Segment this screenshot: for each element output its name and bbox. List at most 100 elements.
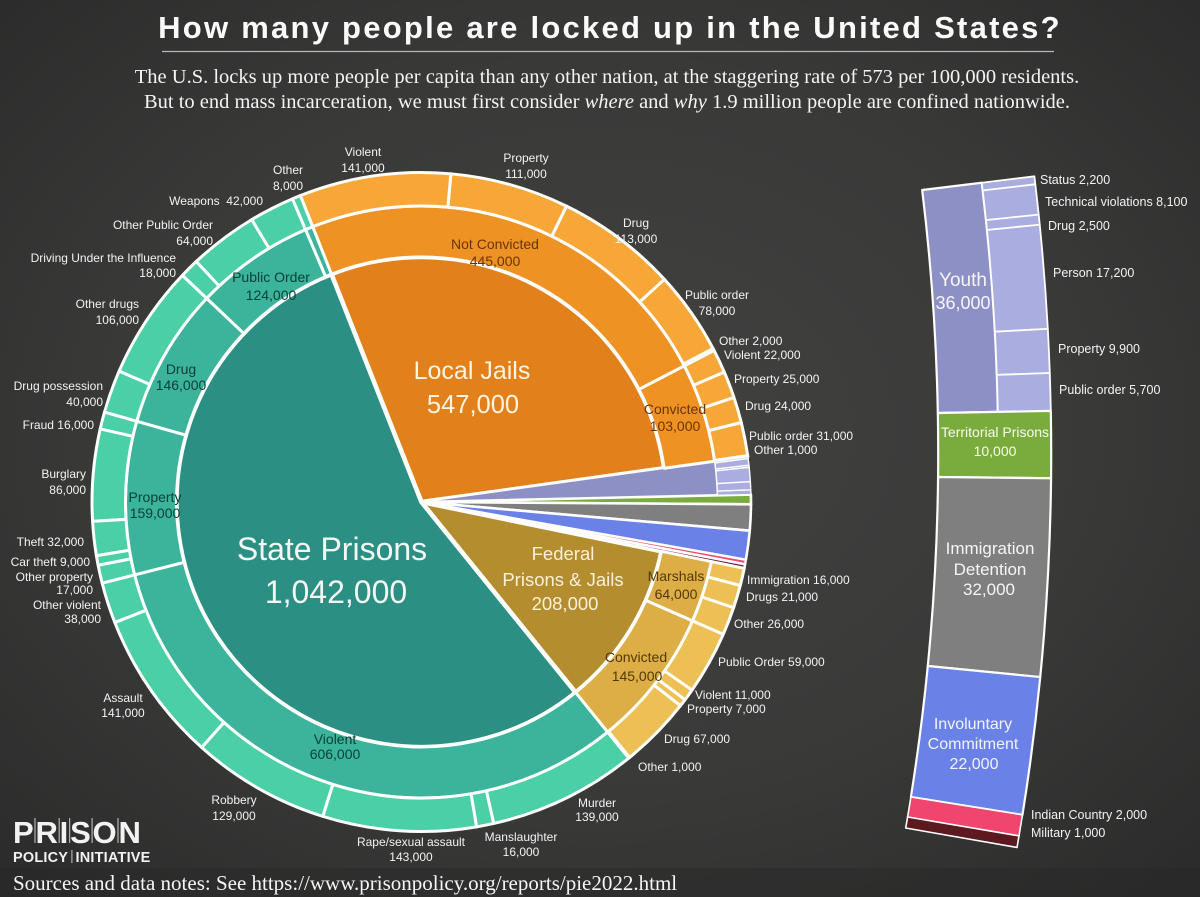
svg-text:16,000: 16,000 (503, 845, 540, 859)
svg-text:18,000: 18,000 (139, 266, 176, 280)
svg-text:Other property: Other property (16, 570, 93, 584)
svg-text:Robbery: Robbery (211, 793, 256, 807)
svg-text:Fraud 16,000: Fraud 16,000 (23, 418, 95, 432)
svg-text:Drug 2,500: Drug 2,500 (1048, 219, 1110, 233)
svg-text:Sources and data notes: See ht: Sources and data notes: See https://www.… (13, 871, 677, 895)
svg-text:State Prisons: State Prisons (237, 531, 427, 567)
svg-text:Manslaughter: Manslaughter (485, 830, 558, 844)
svg-text:Weapons 42,000: Weapons 42,000 (169, 194, 263, 208)
svg-text:Assault: Assault (103, 691, 143, 705)
svg-text:36,000: 36,000 (935, 293, 990, 313)
svg-text:Violent: Violent (314, 731, 357, 747)
svg-text:Public order 5,700: Public order 5,700 (1059, 383, 1161, 397)
svg-text:Military 1,000: Military 1,000 (1031, 826, 1105, 840)
svg-text:Convicted: Convicted (605, 649, 667, 665)
svg-text:Marshals: Marshals (648, 568, 705, 584)
svg-text:The U.S. locks up more people: The U.S. locks up more people per capita… (135, 66, 1079, 88)
svg-text:Commitment: Commitment (928, 736, 1019, 753)
svg-text:INITIATIVE: INITIATIVE (76, 850, 151, 866)
svg-text:64,000: 64,000 (655, 586, 698, 602)
svg-text:Status 2,200: Status 2,200 (1040, 173, 1110, 187)
svg-text:159,000: 159,000 (130, 505, 181, 521)
svg-text:445,000: 445,000 (470, 253, 521, 269)
svg-text:Other Public Order: Other Public Order (113, 218, 213, 232)
svg-text:103,000: 103,000 (650, 418, 701, 434)
svg-text:Indian Country 2,000: Indian Country 2,000 (1031, 808, 1147, 822)
svg-text:Drug 67,000: Drug 67,000 (664, 732, 730, 746)
svg-text:141,000: 141,000 (341, 161, 385, 175)
svg-text:32,000: 32,000 (963, 580, 1015, 599)
svg-text:139,000: 139,000 (575, 810, 619, 824)
svg-text:129,000: 129,000 (212, 809, 256, 823)
svg-text:606,000: 606,000 (310, 746, 361, 762)
svg-text:145,000: 145,000 (612, 668, 663, 684)
svg-text:124,000: 124,000 (246, 287, 297, 303)
svg-text:Other 1,000: Other 1,000 (754, 443, 818, 457)
svg-text:Other violent: Other violent (33, 598, 102, 612)
svg-text:146,000: 146,000 (156, 377, 207, 393)
svg-text:Violent 11,000: Violent 11,000 (695, 688, 771, 702)
svg-text:Other drugs: Other drugs (76, 297, 139, 311)
svg-text:Property 25,000: Property 25,000 (734, 372, 820, 386)
svg-text:106,000: 106,000 (96, 313, 140, 327)
svg-text:208,000: 208,000 (532, 593, 599, 614)
svg-text:17,000: 17,000 (56, 583, 93, 597)
svg-text:64,000: 64,000 (176, 234, 213, 248)
svg-text:1,042,000: 1,042,000 (265, 574, 407, 610)
svg-text:Public Order: Public Order (232, 269, 310, 285)
svg-text:Property: Property (129, 489, 182, 505)
svg-text:Territorial Prisons: Territorial Prisons (941, 424, 1049, 440)
svg-text:40,000: 40,000 (66, 395, 103, 409)
svg-text:Drug possession: Drug possession (14, 379, 103, 393)
svg-text:Not Convicted: Not Convicted (451, 236, 539, 252)
svg-text:Other 2,000: Other 2,000 (719, 334, 783, 348)
svg-text:But to end mass incarceration,: But to end mass incarceration, we must f… (144, 91, 1070, 113)
svg-text:Property: Property (503, 151, 548, 165)
svg-text:Drug: Drug (166, 361, 196, 377)
svg-text:Detention: Detention (954, 560, 1027, 579)
svg-text:Convicted: Convicted (644, 401, 706, 417)
svg-text:Public Order 59,000: Public Order 59,000 (718, 655, 825, 669)
svg-text:38,000: 38,000 (64, 612, 101, 626)
svg-text:Drugs 21,000: Drugs 21,000 (746, 590, 818, 604)
svg-text:141,000: 141,000 (101, 706, 145, 720)
svg-text:Rape/sexual assault: Rape/sexual assault (357, 835, 466, 849)
svg-text:547,000: 547,000 (427, 391, 519, 419)
svg-text:Violent 22,000: Violent 22,000 (724, 348, 801, 362)
svg-text:Public order 31,000: Public order 31,000 (749, 429, 853, 443)
svg-text:Technical violations 8,100: Technical violations 8,100 (1045, 195, 1187, 209)
svg-text:Drug 24,000: Drug 24,000 (745, 399, 811, 413)
svg-text:Local Jails: Local Jails (414, 357, 531, 385)
svg-text:Property 9,900: Property 9,900 (1058, 342, 1140, 356)
svg-text:Immigration: Immigration (946, 539, 1035, 558)
svg-text:Other 1,000: Other 1,000 (638, 760, 702, 774)
svg-text:111,000: 111,000 (505, 167, 547, 181)
svg-text:Other: Other (273, 163, 303, 177)
svg-text:Burglary: Burglary (41, 467, 86, 481)
svg-text:Driving Under the Influence: Driving Under the Influence (31, 251, 177, 265)
svg-text:Youth: Youth (939, 270, 987, 291)
svg-text:22,000: 22,000 (950, 756, 999, 773)
svg-text:How many people are locked up: How many people are locked up in the Uni… (158, 10, 1062, 45)
svg-text:143,000: 143,000 (389, 850, 433, 864)
svg-text:Drug: Drug (623, 216, 649, 230)
svg-text:Person 17,200: Person 17,200 (1053, 266, 1134, 280)
svg-text:Property 7,000: Property 7,000 (687, 702, 766, 716)
svg-text:86,000: 86,000 (49, 483, 86, 497)
svg-text:78,000: 78,000 (699, 304, 736, 318)
svg-text:10,000: 10,000 (974, 443, 1017, 459)
svg-text:Violent: Violent (345, 145, 382, 159)
svg-text:Involuntary: Involuntary (934, 716, 1012, 733)
svg-text:Other 26,000: Other 26,000 (734, 617, 804, 631)
svg-text:113,000: 113,000 (615, 232, 658, 246)
svg-text:PRISON: PRISON (13, 815, 143, 850)
svg-text:Immigration 16,000: Immigration 16,000 (747, 573, 850, 587)
svg-text:8,000: 8,000 (273, 179, 303, 193)
svg-text:Theft 32,000: Theft 32,000 (17, 535, 85, 549)
svg-text:Murder: Murder (578, 796, 616, 810)
svg-text:Federal: Federal (532, 543, 595, 564)
svg-text:POLICY: POLICY (13, 850, 68, 866)
svg-text:Car theft 9,000: Car theft 9,000 (11, 555, 91, 569)
svg-text:Public order: Public order (685, 288, 749, 302)
svg-text:Prisons & Jails: Prisons & Jails (502, 569, 623, 590)
